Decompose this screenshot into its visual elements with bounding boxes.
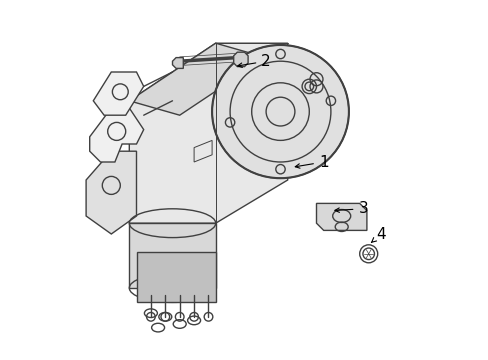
Text: 3: 3 [334, 201, 367, 216]
Ellipse shape [212, 45, 348, 178]
Polygon shape [129, 223, 215, 288]
Polygon shape [129, 43, 287, 223]
Polygon shape [86, 151, 136, 234]
Text: 1: 1 [295, 154, 328, 170]
Polygon shape [129, 43, 265, 115]
Polygon shape [89, 108, 143, 162]
Text: 2: 2 [237, 54, 270, 69]
Polygon shape [136, 252, 215, 302]
Text: 4: 4 [371, 226, 386, 242]
Polygon shape [93, 72, 143, 115]
Polygon shape [316, 203, 366, 230]
Polygon shape [233, 52, 247, 67]
Polygon shape [172, 58, 183, 68]
